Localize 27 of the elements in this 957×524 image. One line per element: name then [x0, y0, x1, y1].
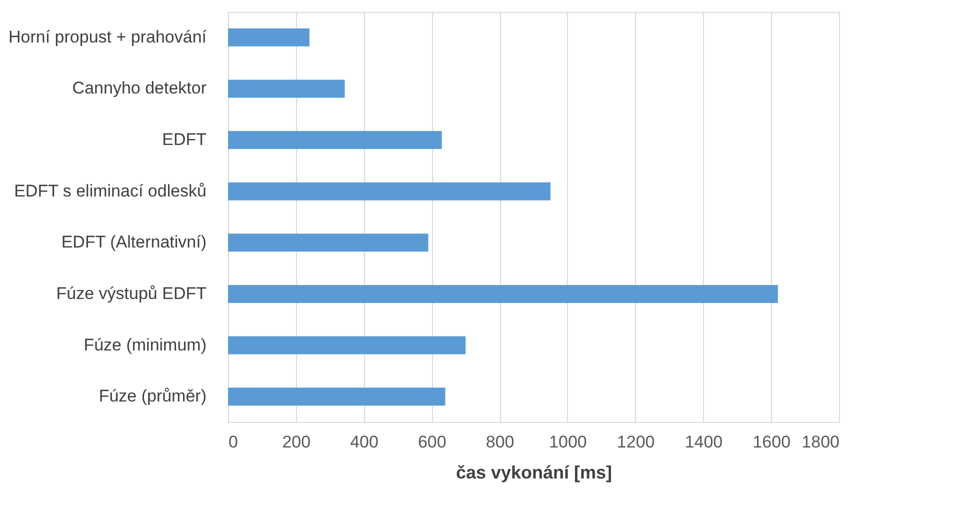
x-tick-label: 1400 — [684, 432, 723, 452]
y-tick-label: Cannyho detektor — [72, 78, 207, 98]
y-tick-label: EDFT s eliminací odlesků — [14, 181, 206, 200]
x-tick-label: 600 — [418, 432, 446, 452]
bar — [228, 80, 345, 98]
y-tick-label: Fúze (průměr) — [98, 386, 206, 406]
bar — [228, 388, 446, 406]
bar — [228, 182, 550, 200]
bar — [228, 284, 778, 303]
x-tick-label: 1000 — [549, 432, 587, 452]
y-tick-label: Horní propust + prahování — [8, 27, 207, 46]
y-tick-label: EDFT — [162, 130, 206, 150]
y-tick-label: Fúze (minimum) — [84, 335, 206, 354]
bar — [228, 234, 428, 252]
bar — [228, 131, 442, 150]
x-tick-label: 1200 — [616, 432, 655, 452]
x-tick-label: 800 — [486, 432, 514, 452]
bar — [228, 28, 310, 46]
x-tick-label: 1800 — [802, 432, 840, 452]
x-tick-label: 200 — [282, 432, 311, 452]
x-axis-title: čas vykonání [ms] — [456, 462, 612, 482]
x-tick-label: 1600 — [752, 432, 791, 452]
bar — [228, 336, 466, 354]
y-tick-label: EDFT (Alternativní) — [61, 232, 206, 252]
x-tick-label: 400 — [350, 432, 378, 452]
x-tick-label: 0 — [228, 432, 238, 452]
y-tick-label: Fúze výstupů EDFT — [56, 284, 206, 303]
